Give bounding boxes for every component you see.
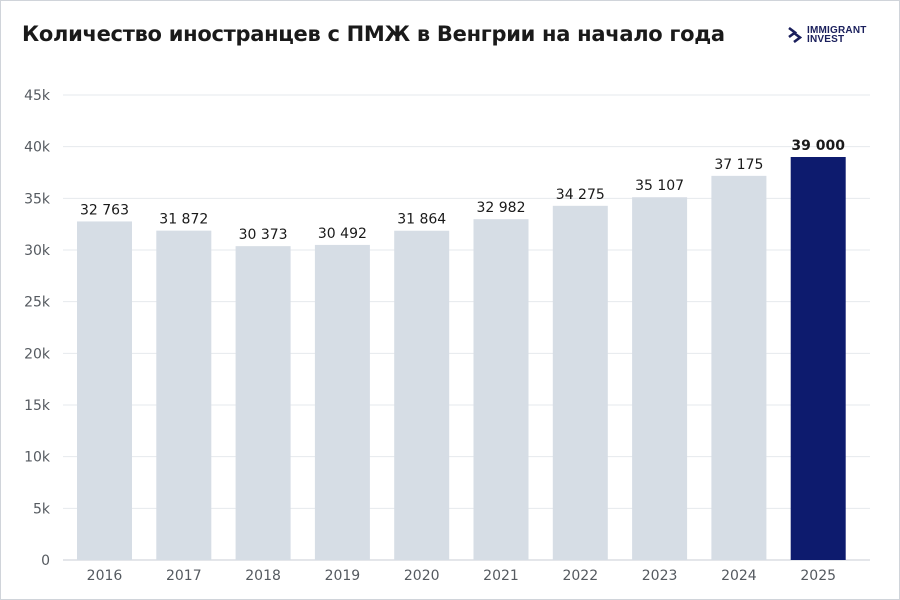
logo-line-1: IMMIGRANT: [807, 25, 867, 36]
data-label: 34 275: [556, 187, 605, 203]
bar: [156, 230, 212, 560]
bar: [314, 244, 370, 560]
data-label: 30 492: [318, 226, 367, 242]
data-label: 35 107: [635, 178, 684, 194]
x-tick-label: 2016: [87, 568, 123, 584]
x-tick-label: 2023: [642, 568, 678, 584]
x-tick-label: 2024: [721, 568, 757, 584]
x-tick-label: 2025: [800, 568, 836, 584]
y-tick-label: 35k: [24, 191, 51, 207]
data-label: 30 373: [239, 227, 288, 243]
y-tick-label: 40k: [24, 140, 51, 156]
y-tick-label: 5k: [33, 501, 51, 517]
y-tick-label: 25k: [24, 295, 51, 311]
bar: [394, 230, 450, 561]
logo-line-2: INVEST: [807, 34, 845, 45]
data-label: 37 175: [714, 157, 763, 173]
logo-wordmark: IMMIGRANT INVEST: [807, 25, 867, 45]
data-label: 31 864: [397, 212, 446, 228]
x-tick-label: 2019: [325, 568, 361, 584]
data-label: 32 982: [477, 200, 526, 216]
y-tick-label: 30k: [24, 243, 51, 259]
immigrant-invest-chevrons-icon: [788, 27, 802, 43]
y-tick-label: 0: [41, 553, 50, 569]
brand-logo: IMMIGRANT INVEST: [788, 25, 867, 45]
bar: [711, 175, 767, 560]
y-tick-label: 45k: [24, 88, 51, 104]
bar: [632, 197, 688, 560]
x-tick-label: 2020: [404, 568, 440, 584]
y-tick-label: 20k: [24, 346, 51, 362]
x-tick-label: 2017: [166, 568, 202, 584]
bar: [235, 246, 291, 560]
chart-title: Количество иностранцев с ПМЖ в Венгрии н…: [22, 22, 725, 46]
x-tick-label: 2021: [483, 568, 519, 584]
bar: [473, 219, 529, 560]
y-tick-label: 10k: [24, 450, 51, 466]
bar: [790, 157, 846, 560]
data-label: 32 763: [80, 202, 129, 218]
bar: [77, 221, 132, 560]
bar: [552, 205, 608, 560]
y-tick-label: 15k: [24, 398, 51, 414]
x-tick-label: 2022: [562, 568, 598, 584]
data-label: 39 000: [791, 138, 845, 154]
data-label: 31 872: [159, 212, 208, 228]
x-tick-label: 2018: [245, 568, 281, 584]
